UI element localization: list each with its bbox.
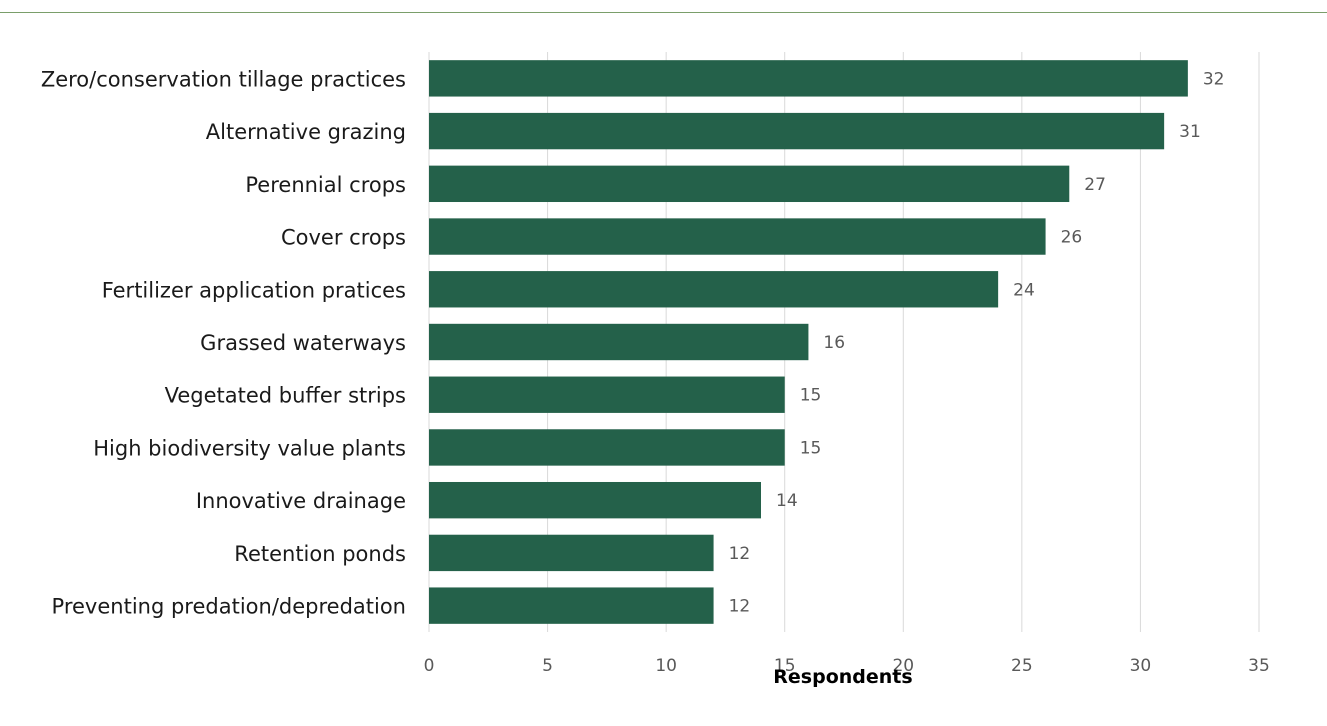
x-tick-label: 10: [655, 656, 677, 676]
bar: [429, 376, 785, 413]
x-tick-label: 20: [892, 656, 914, 676]
x-axis-title: Respondents: [773, 666, 912, 688]
category-label: Fertilizer application pratices: [102, 278, 406, 302]
category-label: Preventing predation/depredation: [52, 595, 406, 619]
data-label: 27: [1084, 175, 1106, 195]
data-label: 12: [729, 597, 751, 617]
bar: [429, 534, 714, 572]
data-label: 16: [823, 333, 845, 353]
bar: [429, 481, 761, 519]
data-label: 26: [1061, 228, 1083, 248]
labels: 0 5 10 15 20 25 30 35 Zero/conservation tillage …: [41, 67, 1270, 676]
bar: [429, 271, 999, 308]
category-label: Zero/conservation tillage practices: [41, 67, 406, 91]
bar: [429, 323, 809, 361]
data-label: 14: [776, 491, 798, 511]
bar: [429, 165, 1070, 203]
bar: [429, 218, 1046, 255]
x-tick-label: 5: [542, 656, 553, 676]
category-label: Retention ponds: [234, 542, 406, 566]
category-label: Perennial crops: [245, 173, 406, 197]
x-tick-label: 35: [1248, 656, 1270, 676]
data-label: 12: [729, 544, 751, 564]
x-tick-label: 15: [774, 656, 796, 676]
data-label: 32: [1203, 69, 1225, 89]
category-label: Grassed waterways: [200, 331, 406, 355]
bar: [429, 429, 785, 466]
x-tick-label: 0: [424, 656, 435, 676]
bar: [429, 60, 1188, 97]
bars: [429, 60, 1188, 624]
x-tick-label: 30: [1130, 656, 1152, 676]
x-tick-label: 25: [1011, 656, 1033, 676]
data-label: 15: [800, 438, 822, 458]
data-label: 15: [800, 386, 822, 406]
category-label: Vegetated buffer strips: [165, 384, 406, 408]
category-label: Innovative drainage: [196, 489, 406, 513]
category-label: Alternative grazing: [206, 120, 406, 144]
top-rule: [0, 12, 1327, 13]
bar: [429, 587, 714, 624]
category-label: High biodiversity value plants: [93, 436, 406, 460]
data-label: 24: [1013, 280, 1035, 300]
category-label: Cover crops: [281, 226, 406, 250]
bar: [429, 112, 1165, 150]
data-label: 31: [1179, 122, 1201, 142]
